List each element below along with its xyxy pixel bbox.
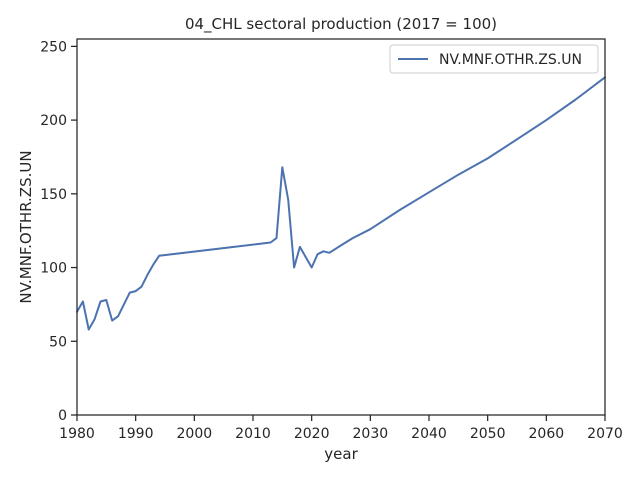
x-axis-title: year bbox=[324, 445, 358, 463]
y-tick-label: 50 bbox=[49, 334, 67, 350]
x-tick-label: 2060 bbox=[529, 426, 565, 442]
x-tick-label: 2070 bbox=[587, 426, 623, 442]
x-tick-label: 2020 bbox=[294, 426, 330, 442]
x-tick-label: 1990 bbox=[118, 426, 154, 442]
x-axis-ticks: 1980 1990 2000 2010 2020 2030 2040 2050 2060 2070 bbox=[59, 415, 623, 442]
x-tick-label: 2040 bbox=[411, 426, 447, 442]
y-tick-label: 250 bbox=[40, 39, 67, 55]
y-tick-label: 150 bbox=[40, 187, 67, 203]
y-tick-label: 0 bbox=[58, 408, 67, 424]
chart-title: 04_CHL sectoral production (2017 = 100) bbox=[185, 15, 497, 34]
x-tick-label: 2030 bbox=[353, 426, 389, 442]
x-tick-label: 2010 bbox=[235, 426, 271, 442]
y-axis-ticks: 0 50 100 150 200 250 bbox=[40, 39, 77, 424]
x-tick-label: 2050 bbox=[470, 426, 506, 442]
x-tick-label: 1980 bbox=[59, 426, 95, 442]
plot-series-layer bbox=[76, 76, 606, 331]
y-tick-label: 100 bbox=[40, 261, 67, 277]
plot-frame bbox=[76, 38, 606, 416]
x-tick-label: 2000 bbox=[177, 426, 213, 442]
legend-label: NV.MNF.OTHR.ZS.UN bbox=[439, 52, 582, 68]
legend-box bbox=[389, 44, 599, 74]
series-line bbox=[76, 76, 606, 331]
y-axis-title: NV.MNF.OTHR.ZS.UN bbox=[17, 150, 35, 303]
y-tick-label: 200 bbox=[40, 113, 67, 129]
legend: NV.MNF.OTHR.ZS.UN bbox=[389, 44, 599, 74]
